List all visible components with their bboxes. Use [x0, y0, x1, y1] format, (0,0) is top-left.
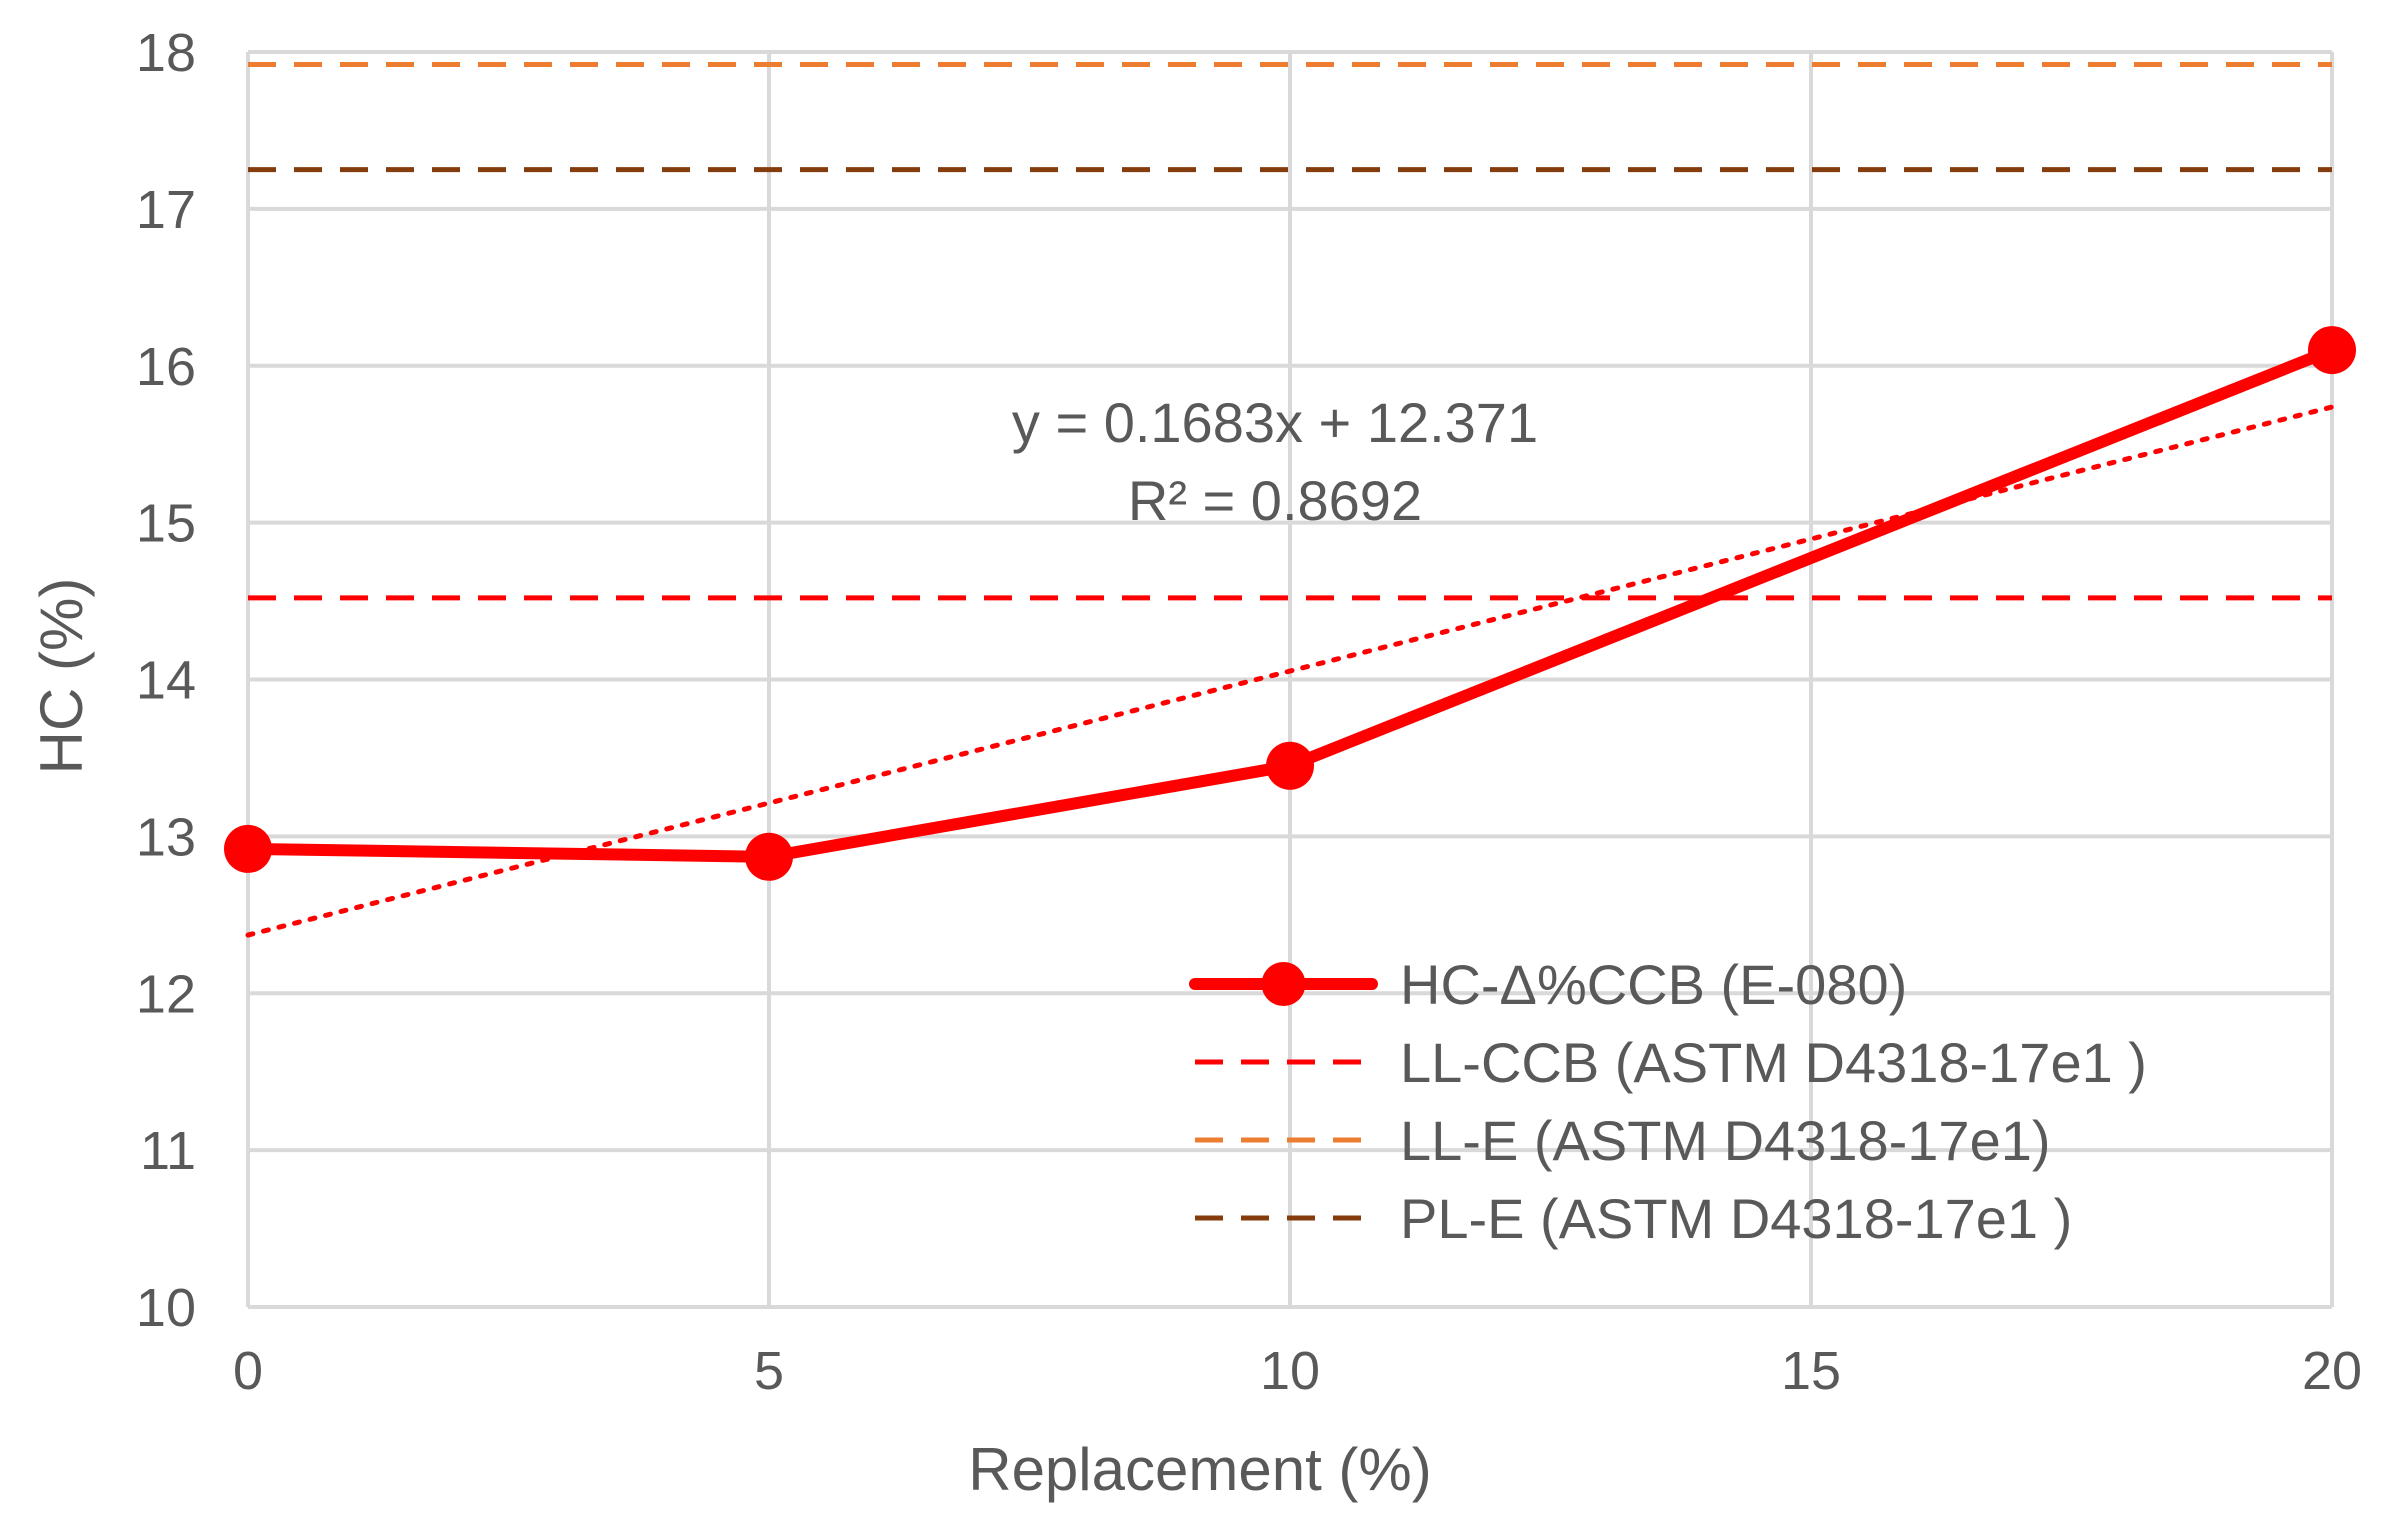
y-tick-label: 16 [136, 337, 196, 397]
y-axis-title: HC (%) [28, 578, 95, 775]
data-point [224, 824, 272, 873]
x-tick-label: 0 [233, 1341, 263, 1401]
trendline-equation: y = 0.1683x + 12.371 [1012, 391, 1538, 454]
legend-label: LL-E (ASTM D4318-17e1) [1400, 1109, 2051, 1172]
trendline-r2: R² = 0.8692 [1128, 469, 1422, 532]
y-tick-label: 13 [136, 807, 196, 867]
tick-labels: 10 11 12 13 14 15 16 17 18 0 5 10 15 20 [136, 23, 2362, 1401]
x-tick-label: 10 [1260, 1341, 1320, 1401]
axes [246, 52, 2332, 1309]
y-tick-label: 12 [136, 964, 196, 1024]
data-point [1266, 741, 1314, 790]
legend-label: PL-E (ASTM D4318-17e1 ) [1400, 1187, 2072, 1250]
y-tick-label: 17 [136, 180, 196, 240]
legend: HC-Δ%CCB (E-080) LL-CCB (ASTM D4318-17e1 … [1189, 953, 2147, 1250]
legend-marker [1261, 962, 1306, 1006]
y-tick-label: 18 [136, 23, 196, 83]
y-tick-label: 15 [136, 494, 196, 554]
x-tick-label: 20 [2302, 1341, 2362, 1401]
series-group [224, 326, 2356, 881]
series-line [242, 344, 2338, 863]
x-tick-label: 15 [1781, 1341, 1841, 1401]
data-point [745, 832, 793, 881]
grid [248, 50, 2334, 1307]
x-axis-title: Replacement (%) [968, 1436, 1432, 1503]
data-point [2308, 326, 2356, 375]
reference-lines [248, 62, 2332, 601]
legend-label: HC-Δ%CCB (E-080) [1400, 953, 1907, 1016]
y-tick-label: 10 [136, 1278, 196, 1338]
legend-label: LL-CCB (ASTM D4318-17e1 ) [1400, 1031, 2147, 1094]
x-tick-label: 5 [754, 1341, 784, 1401]
y-tick-label: 14 [136, 651, 196, 711]
y-tick-label: 11 [140, 1121, 196, 1181]
